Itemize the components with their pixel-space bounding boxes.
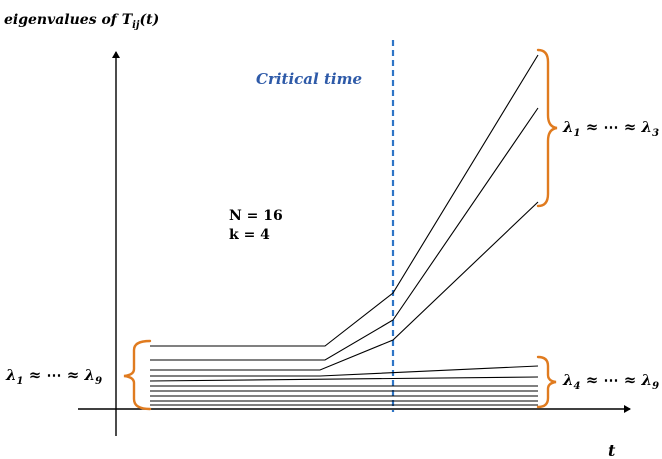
eigenvalue-lines-top (150, 54, 539, 371)
eigenvalue-line-4 (150, 365, 539, 377)
right-top-brace-label: λ1 ≈ ⋯ ≈ λ3 (562, 118, 659, 139)
eigenvalue-line-1 (150, 54, 539, 347)
right-bottom-brace-label: λ4 ≈ ⋯ ≈ λ9 (562, 371, 659, 392)
critical-time-label: Critical time (256, 70, 362, 88)
x-axis-label: t (608, 441, 616, 459)
eigenvalue-lines-bottom (149, 365, 539, 406)
param-k: k = 4 (229, 227, 270, 243)
y-axis-label: eigenvalues of Tij(t) (4, 12, 159, 31)
param-n: N = 16 (229, 208, 283, 224)
eigenvalue-line-5 (149, 376, 539, 382)
eigenvalue-line-2 (150, 107, 539, 361)
left-brace-label: λ1 ≈ ⋯ ≈ λ9 (5, 366, 102, 387)
right-bottom-brace (536, 355, 557, 409)
left-brace (123, 339, 152, 411)
eigenvalue-line-3 (150, 201, 539, 371)
right-top-brace (536, 48, 558, 208)
